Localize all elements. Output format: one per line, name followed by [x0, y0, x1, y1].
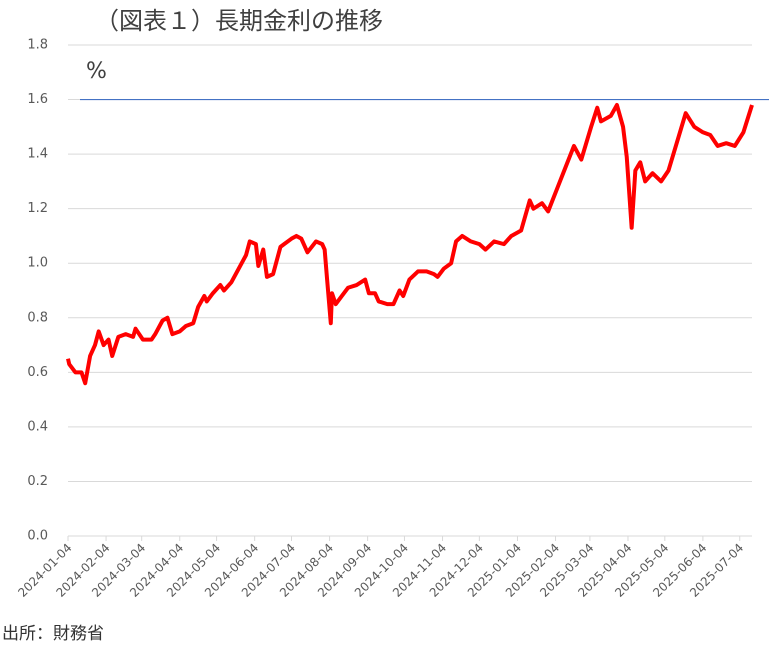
- line-series: [66, 103, 754, 386]
- y-tick-label: 0.6: [27, 365, 48, 380]
- y-tick-label: 0.4: [27, 419, 48, 434]
- y-tick-label: 0.2: [27, 474, 48, 489]
- unit-label: %: [86, 59, 107, 84]
- y-tick-label: 0.0: [27, 529, 48, 544]
- y-tick-label: 1.6: [27, 92, 48, 107]
- y-tick-label: 0.8: [27, 310, 48, 325]
- chart-title: （図表１）長期金利の推移: [95, 7, 383, 35]
- y-tick-label: 1.2: [27, 201, 48, 216]
- y-tick-label: 1.4: [27, 147, 48, 162]
- source-note: 出所：財務省: [2, 624, 104, 644]
- y-tick-label: 1.0: [27, 256, 48, 271]
- y-tick-label: 1.8: [27, 38, 48, 53]
